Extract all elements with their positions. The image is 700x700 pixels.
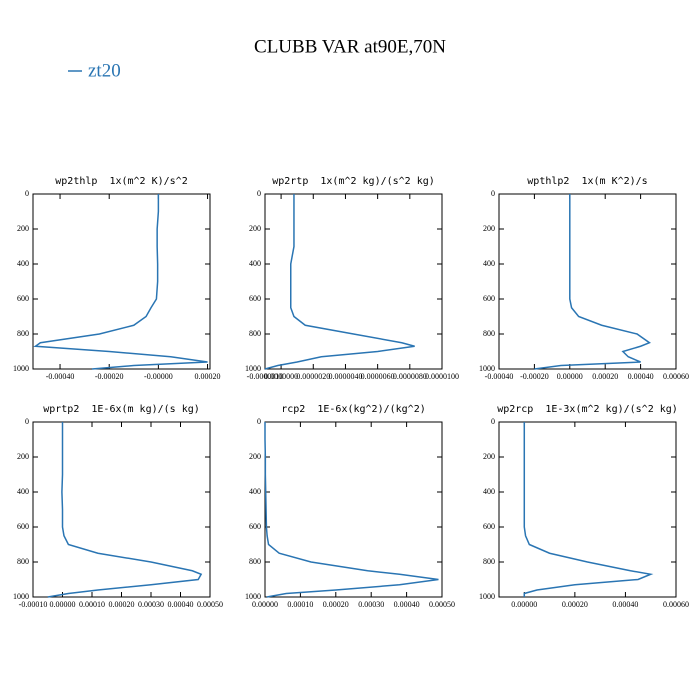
y-tick-label: 400 bbox=[249, 487, 261, 496]
y-tick-label: 200 bbox=[249, 452, 261, 461]
y-tick-label: 600 bbox=[483, 294, 495, 303]
profile-line bbox=[33, 194, 208, 370]
x-tick-label: 0.00060 bbox=[663, 600, 689, 609]
y-tick-label: 600 bbox=[249, 522, 261, 531]
x-tick-label: 0.00010 bbox=[287, 600, 313, 609]
y-tick-label: 600 bbox=[483, 522, 495, 531]
x-tick-label: 0.00040 bbox=[394, 600, 420, 609]
x-tick-label: -0.0000010 bbox=[247, 372, 284, 381]
x-tick-label: 0.00030 bbox=[358, 600, 384, 609]
y-tick-label: 1000 bbox=[479, 364, 495, 373]
x-tick-label: 0.0000000 bbox=[264, 372, 298, 381]
x-tick-label: 0.00000 bbox=[50, 600, 76, 609]
y-tick-label: 400 bbox=[483, 259, 495, 268]
y-tick-label: 200 bbox=[17, 452, 29, 461]
panel-title: rcp2 1E-6x(kg^2)/(kg^2) bbox=[281, 404, 426, 415]
panel-title: wp2rcp 1E-3x(m^2 kg)/(s^2 kg) bbox=[497, 404, 678, 415]
x-tick-label: 0.00010 bbox=[79, 600, 105, 609]
x-tick-label: 0.0000060 bbox=[361, 372, 395, 381]
y-tick-label: 400 bbox=[17, 487, 29, 496]
y-tick-label: 800 bbox=[483, 557, 495, 566]
y-tick-label: 0 bbox=[257, 417, 261, 426]
x-tick-label: 0.00040 bbox=[612, 600, 638, 609]
x-tick-label: 0.0000040 bbox=[328, 372, 362, 381]
x-tick-label: 0.00060 bbox=[663, 372, 689, 381]
plot-frame bbox=[264, 421, 443, 598]
x-tick-label: 0.00020 bbox=[195, 372, 221, 381]
y-tick-label: 600 bbox=[249, 294, 261, 303]
y-tick-label: 0 bbox=[491, 189, 495, 198]
x-tick-label: -0.00040 bbox=[46, 372, 75, 381]
x-tick-label: 0.00020 bbox=[109, 600, 135, 609]
y-tick-label: 400 bbox=[249, 259, 261, 268]
y-tick-label: 1000 bbox=[13, 364, 29, 373]
x-tick-label: 0.00050 bbox=[197, 600, 223, 609]
y-tick-label: 1000 bbox=[13, 592, 29, 601]
profile-line bbox=[534, 194, 652, 370]
y-tick-label: 600 bbox=[17, 294, 29, 303]
x-tick-label: 0.0000100 bbox=[425, 372, 459, 381]
y-tick-label: 0 bbox=[25, 417, 29, 426]
panel-title: wp2rtp 1x(m^2 kg)/(s^2 kg) bbox=[272, 176, 435, 187]
y-tick-label: 200 bbox=[483, 452, 495, 461]
x-tick-label: -0.00010 bbox=[19, 600, 48, 609]
x-tick-label: 0.00000 bbox=[252, 600, 278, 609]
x-tick-label: -0.00020 bbox=[95, 372, 124, 381]
plot-frame bbox=[498, 193, 677, 370]
y-tick-label: 1000 bbox=[245, 592, 261, 601]
y-tick-label: 0 bbox=[491, 417, 495, 426]
y-tick-label: 1000 bbox=[479, 592, 495, 601]
y-tick-label: 200 bbox=[249, 224, 261, 233]
plot-frame bbox=[264, 193, 443, 370]
profile-line bbox=[523, 422, 654, 597]
legend-label: zt20 bbox=[88, 60, 121, 81]
x-tick-label: 0.00050 bbox=[429, 600, 455, 609]
x-tick-label: 0.00040 bbox=[628, 372, 654, 381]
y-tick-label: 800 bbox=[483, 329, 495, 338]
profile-line bbox=[264, 422, 439, 598]
x-tick-label: 0.00020 bbox=[323, 600, 349, 609]
y-tick-label: 600 bbox=[17, 522, 29, 531]
x-tick-label: 0.00040 bbox=[168, 600, 194, 609]
plot-frame bbox=[32, 193, 211, 370]
y-tick-label: 0 bbox=[25, 189, 29, 198]
plot-frame bbox=[498, 421, 677, 598]
x-tick-label: 0.0000020 bbox=[296, 372, 330, 381]
x-tick-label: 0.00020 bbox=[562, 600, 588, 609]
x-tick-label: 0.0000080 bbox=[393, 372, 427, 381]
y-tick-label: 400 bbox=[483, 487, 495, 496]
panel-title: wp2thlp 1x(m^2 K)/s^2 bbox=[55, 176, 187, 187]
x-tick-label: -0.00040 bbox=[485, 372, 514, 381]
y-tick-label: 800 bbox=[249, 557, 261, 566]
y-tick-label: 800 bbox=[17, 329, 29, 338]
panel-title: wprtp2 1E-6x(m kg)/(s kg) bbox=[43, 404, 200, 415]
y-tick-label: 800 bbox=[249, 329, 261, 338]
x-tick-label: 0.00020 bbox=[592, 372, 618, 381]
profile-line bbox=[47, 422, 203, 598]
panel-title: wpthlp2 1x(m K^2)/s bbox=[527, 176, 647, 187]
y-tick-label: 200 bbox=[17, 224, 29, 233]
y-tick-label: 400 bbox=[17, 259, 29, 268]
y-tick-label: 1000 bbox=[245, 364, 261, 373]
x-tick-label: 0.00030 bbox=[138, 600, 164, 609]
y-tick-label: 800 bbox=[17, 557, 29, 566]
x-tick-label: 0.00000 bbox=[557, 372, 583, 381]
y-tick-label: 0 bbox=[257, 189, 261, 198]
x-tick-label: -0.00020 bbox=[520, 372, 549, 381]
profile-line bbox=[264, 194, 415, 370]
y-tick-label: 200 bbox=[483, 224, 495, 233]
x-tick-label: -0.00000 bbox=[144, 372, 173, 381]
x-tick-label: 0.00000 bbox=[511, 600, 537, 609]
figure-title: CLUBB VAR at90E,70N bbox=[254, 36, 446, 57]
